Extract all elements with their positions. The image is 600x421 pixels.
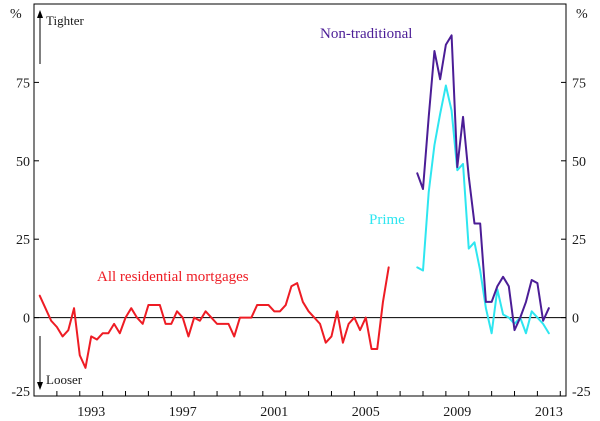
unit-label-left: % (10, 7, 22, 22)
series-line-all (38, 266, 390, 369)
x-tick-label: 2001 (260, 405, 288, 420)
label-all-residential: All residential mortgages (97, 269, 249, 285)
looser-label: Looser (46, 372, 83, 387)
y-tick-label-right: 0 (572, 312, 579, 327)
x-tick-label: 2013 (535, 405, 563, 420)
y-axis-right: -25 0 25 50 75 (561, 76, 591, 400)
y-tick-label-left: 0 (23, 312, 30, 327)
y-tick-label-right: 25 (572, 233, 586, 248)
x-tick-label: 2005 (352, 405, 380, 420)
y-axis-left: -25 0 25 50 75 (11, 76, 39, 400)
x-axis: 1993 1997 2001 2005 2009 2013 (33, 391, 563, 420)
y-tick-label-left: -25 (11, 385, 30, 400)
x-tick-label: 2009 (443, 405, 471, 420)
label-non-traditional: Non-traditional (320, 26, 412, 42)
y-tick-label-right: 50 (572, 155, 586, 170)
tighter-arrowhead (37, 10, 43, 18)
y-tick-label-right: -25 (572, 385, 591, 400)
looser-arrowhead (37, 382, 43, 390)
series-layer (38, 34, 550, 369)
series-line-nontrad (416, 34, 550, 332)
y-tick-label-left: 25 (16, 233, 30, 248)
y-tick-label-left: 50 (16, 155, 30, 170)
plot-frame (33, 3, 567, 397)
series-line-prime (416, 84, 550, 335)
tighter-label: Tighter (46, 13, 84, 28)
x-tick-label: 1997 (169, 405, 197, 420)
y-tick-label-right: 75 (572, 76, 586, 91)
label-prime: Prime (369, 212, 405, 228)
x-tick-label: 1993 (77, 405, 105, 420)
y-tick-label-left: 75 (16, 76, 30, 91)
unit-label-right: % (576, 7, 588, 22)
